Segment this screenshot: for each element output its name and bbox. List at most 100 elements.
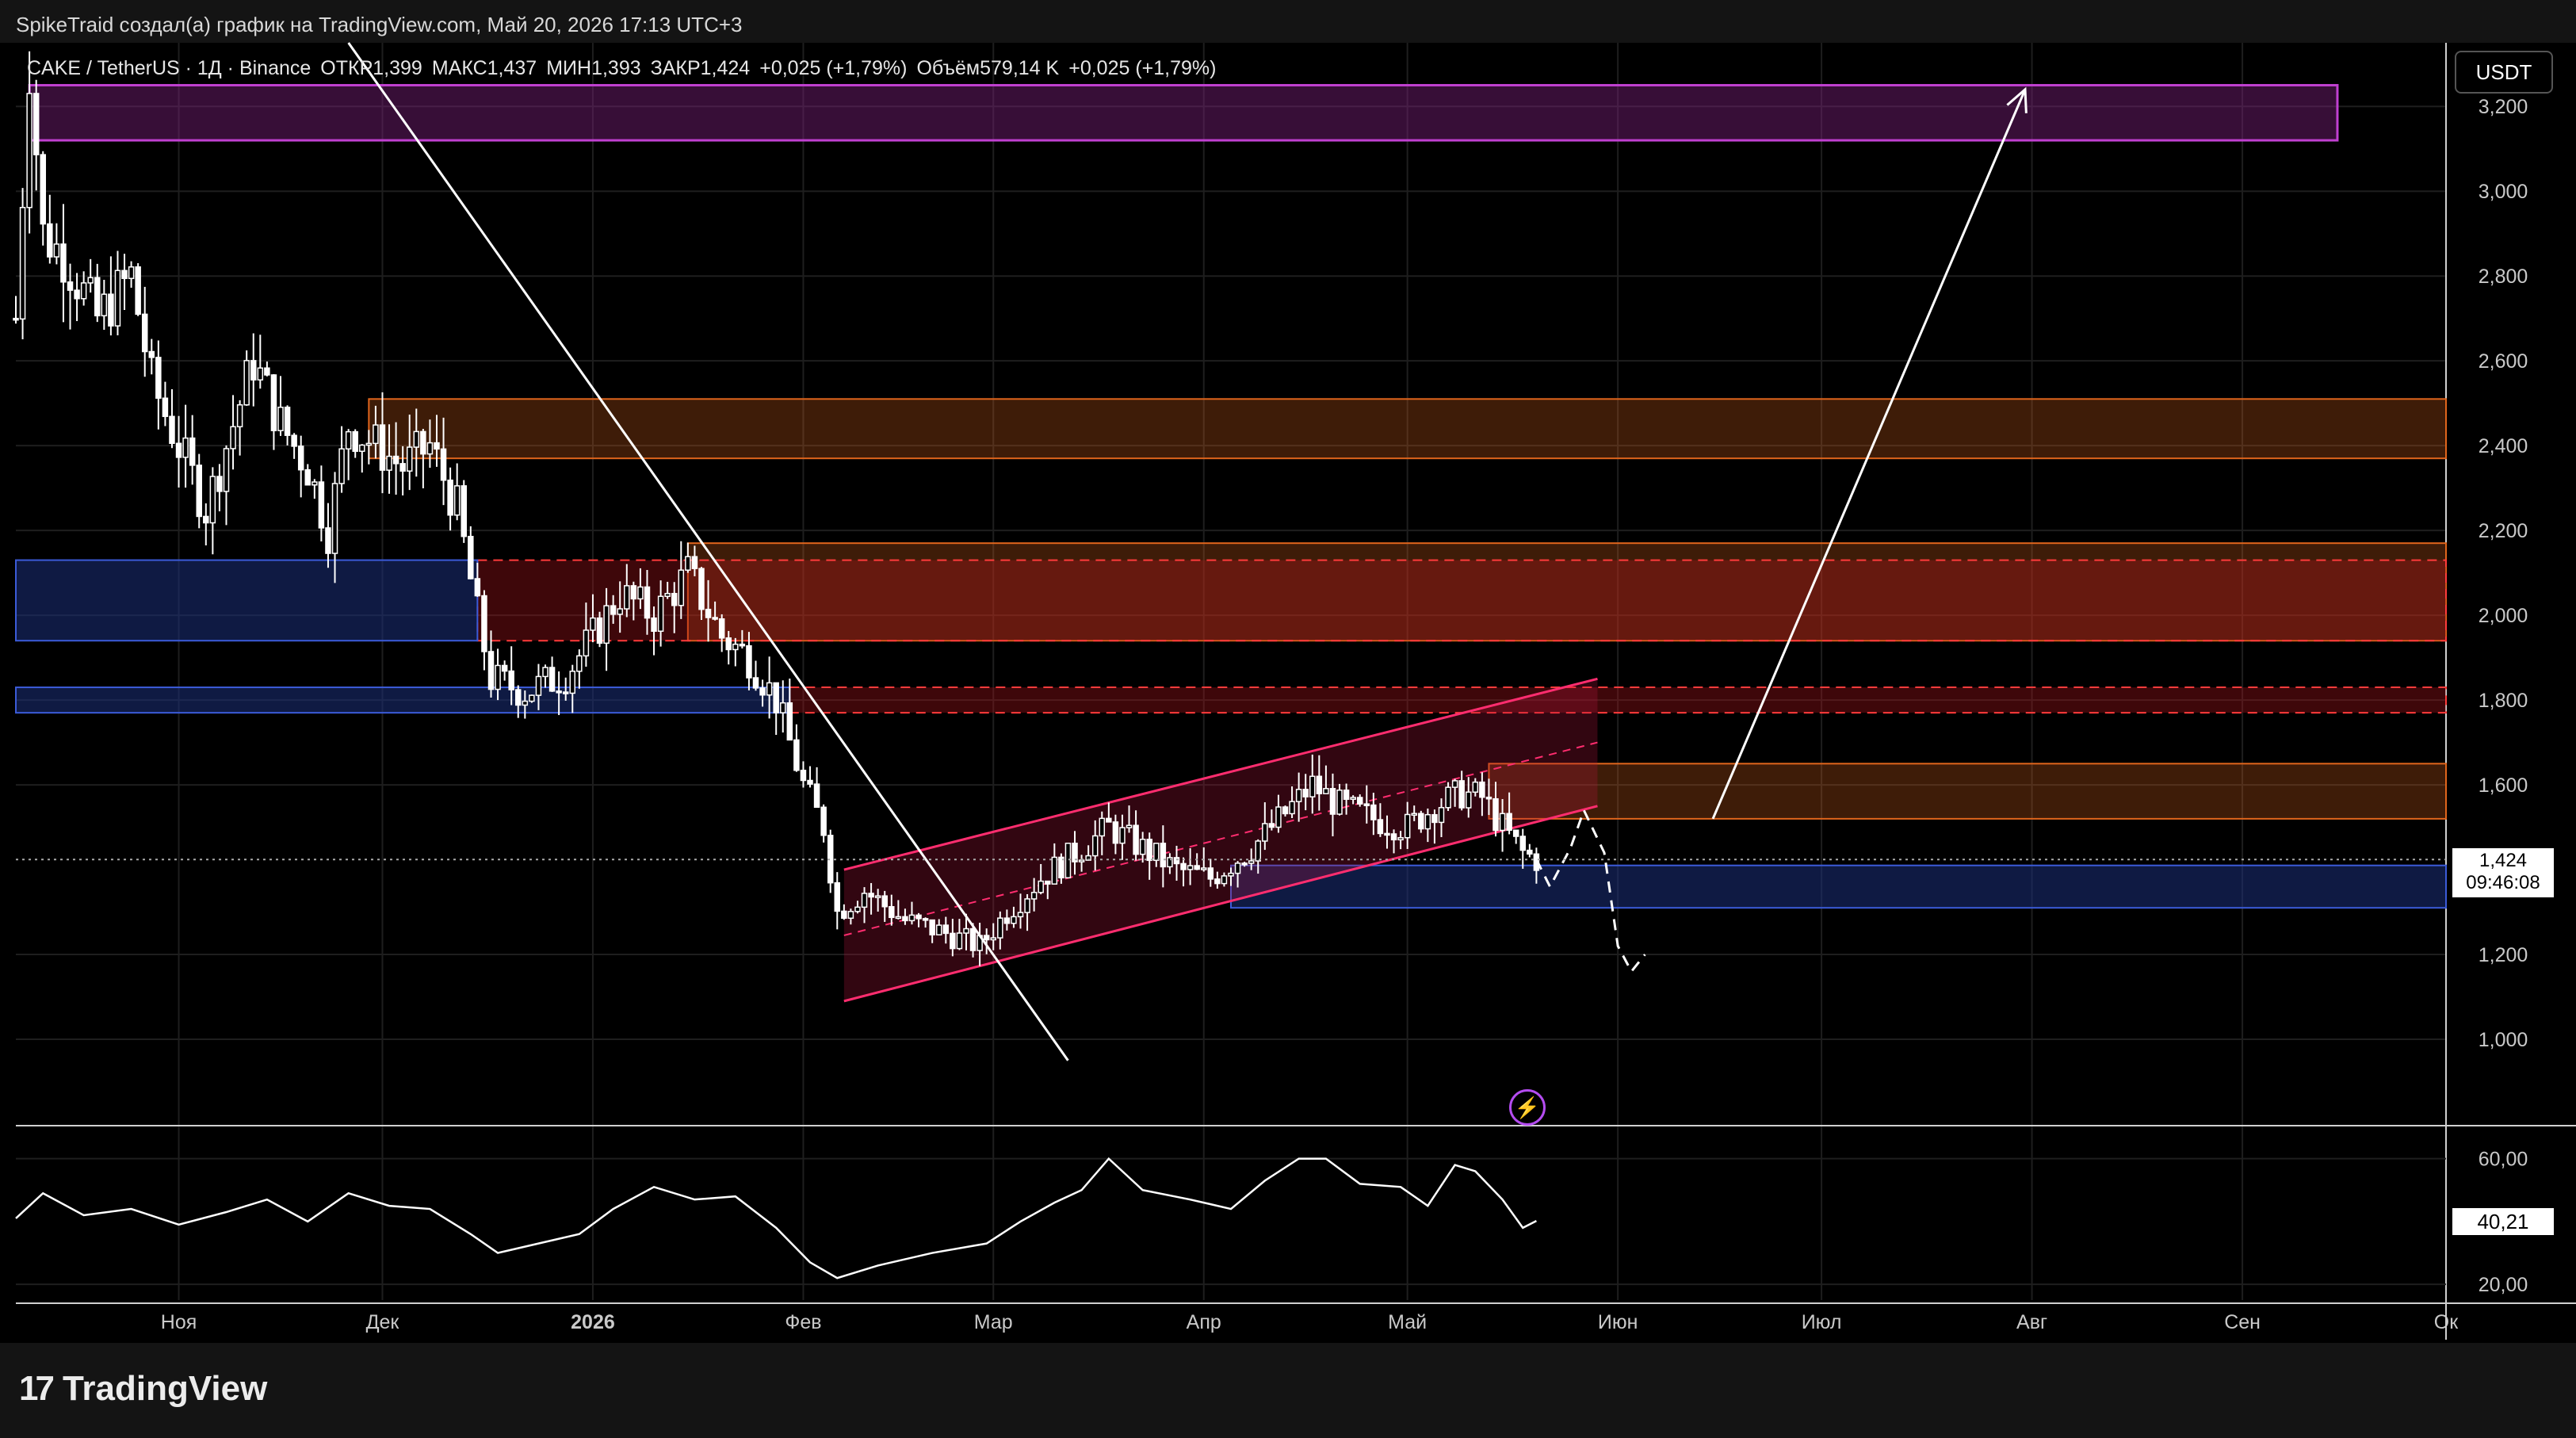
candle-down <box>1282 806 1289 815</box>
candle-down <box>1072 843 1078 862</box>
candle-up <box>1139 839 1146 855</box>
candle-up <box>209 476 216 524</box>
candle-up <box>935 924 942 935</box>
tradingview-logo[interactable]: 17 TradingView <box>19 1369 267 1409</box>
candle-down <box>630 585 637 600</box>
blue-zone <box>15 686 791 714</box>
candle-up <box>114 270 121 327</box>
y-tick-label: 3,000 <box>2479 181 2528 203</box>
candle-up <box>101 293 108 317</box>
candle-up <box>1038 880 1044 893</box>
candle-up <box>1078 859 1085 862</box>
tv-logo-icon: 17 <box>19 1369 55 1408</box>
currency-button[interactable]: USDT <box>2455 51 2553 94</box>
candle-up <box>1451 780 1458 788</box>
x-tick-label: Мар <box>974 1311 1013 1333</box>
candle-up <box>230 426 236 449</box>
candle-up <box>1499 813 1506 832</box>
candle-down <box>691 556 698 569</box>
candle-up <box>780 702 786 713</box>
candle-down <box>508 670 514 690</box>
blue-zone <box>1230 864 2447 909</box>
candle-down <box>141 313 148 353</box>
candle-up <box>766 682 773 696</box>
candle-down <box>1485 796 1492 800</box>
x-tick-label: Сен <box>2224 1311 2261 1333</box>
candle-up <box>1275 806 1282 828</box>
candle-up <box>495 664 501 690</box>
candle-down <box>1390 833 1397 841</box>
candle-down <box>1106 817 1112 823</box>
candle-down <box>379 424 386 471</box>
candle-up <box>1024 898 1030 913</box>
candle-up <box>657 595 664 632</box>
rsi-tick-label: 20,00 <box>2479 1274 2528 1296</box>
candle-down <box>813 783 820 809</box>
candle-down <box>108 293 114 327</box>
candle-down <box>1160 843 1167 868</box>
candle-down <box>725 637 732 651</box>
orange-zone <box>1488 763 2447 820</box>
ohlc-high: МАКС1,437 <box>431 57 537 79</box>
candle-down <box>1268 823 1275 828</box>
candle-up <box>53 243 60 258</box>
orange-zone <box>368 398 2447 460</box>
candle-up <box>386 455 392 471</box>
candle-down <box>800 769 807 782</box>
candle-up <box>874 895 881 898</box>
lightning-icon[interactable]: ⚡ <box>1509 1089 1546 1126</box>
candle-down <box>922 918 929 921</box>
candle-down <box>1329 788 1336 815</box>
candle-down <box>1356 797 1363 805</box>
candle-up <box>1099 817 1106 837</box>
candle-down <box>820 806 827 836</box>
candle-up <box>583 629 590 657</box>
channel-lower-line <box>843 805 1598 1003</box>
candle-up <box>1323 788 1329 794</box>
target-arrow <box>1711 89 2027 820</box>
candle-up <box>1309 775 1316 797</box>
candle-up <box>535 675 542 696</box>
candle-up <box>223 448 230 492</box>
candle-down <box>216 476 223 492</box>
candle-down <box>834 882 841 912</box>
y-tick-label: 2,200 <box>2479 520 2528 542</box>
x-tick-label: 2026 <box>571 1311 615 1333</box>
candle-up <box>569 671 576 694</box>
candle-down <box>203 515 209 524</box>
candle-down <box>264 367 270 376</box>
candle-down <box>515 689 522 706</box>
candle-up <box>1248 860 1255 864</box>
candle-down <box>40 154 47 225</box>
candle-up <box>26 93 32 208</box>
candle-up <box>338 448 345 484</box>
candle-up <box>603 605 610 644</box>
candle-down <box>1519 836 1527 851</box>
x-tick-label: Фев <box>785 1311 821 1333</box>
candle-down <box>562 691 569 694</box>
candle-down <box>196 465 202 518</box>
candle-down <box>983 935 990 941</box>
y-tick-label: 1,000 <box>2479 1029 2528 1051</box>
red-zone <box>476 559 2448 642</box>
candle-up <box>1295 789 1302 802</box>
symbol-legend: CAKE / TetherUS · 1Д · Binance ОТКР1,399 М… <box>27 57 1225 80</box>
candle-up <box>1424 813 1431 830</box>
x-tick-label: Июл <box>1802 1311 1842 1333</box>
candle-down <box>1512 829 1519 837</box>
candle-down <box>304 468 311 486</box>
candle-up <box>637 586 644 600</box>
candle-up <box>732 643 739 651</box>
candle-down <box>942 924 950 935</box>
candle-up <box>542 667 548 678</box>
candle-up <box>956 932 963 950</box>
candle-up <box>1153 843 1160 862</box>
candle-down <box>284 406 291 436</box>
candle-down <box>189 437 196 466</box>
y-tick-label: 2,800 <box>2479 266 2528 288</box>
symbol-name[interactable]: CAKE / TetherUS · 1Д · Binance <box>27 57 311 79</box>
candle-up <box>1200 867 1207 870</box>
x-tick-label: Авг <box>2016 1311 2047 1333</box>
candle-down <box>1377 819 1384 835</box>
